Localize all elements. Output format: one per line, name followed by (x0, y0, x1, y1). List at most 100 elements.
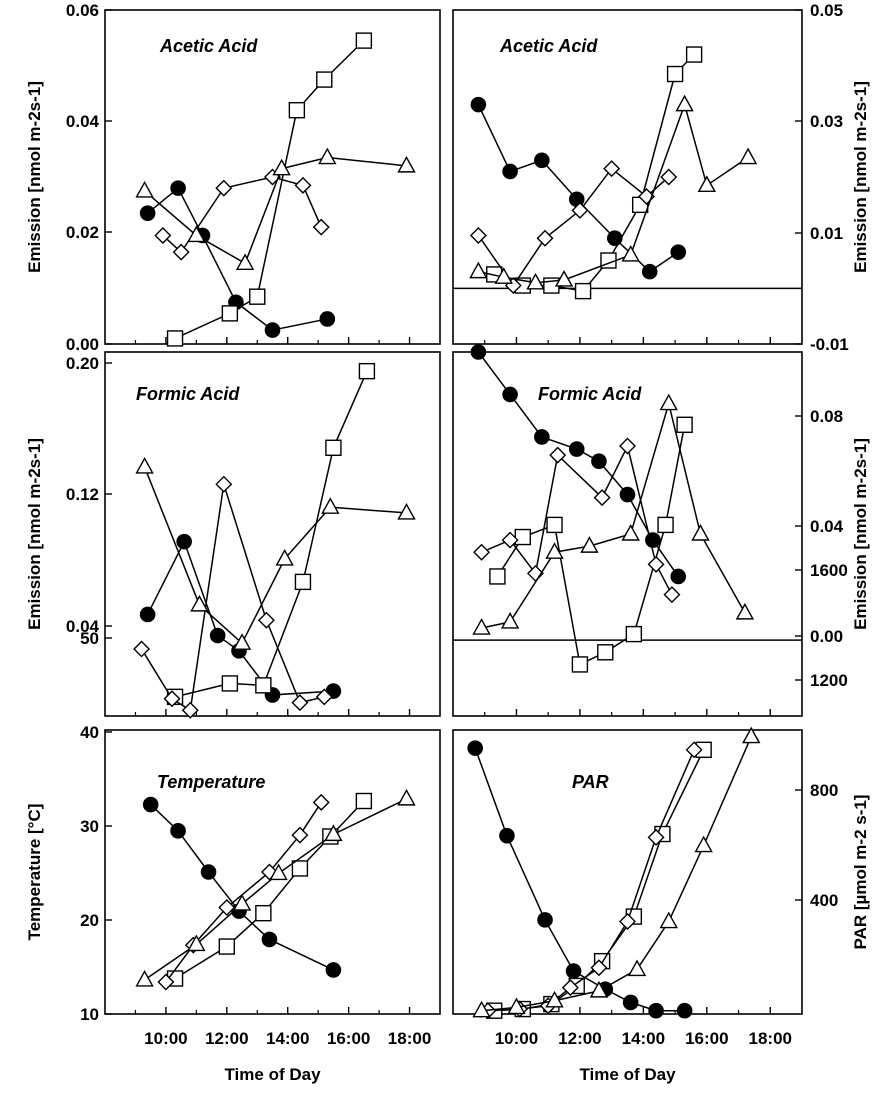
triangle-marker (545, 542, 564, 559)
circle-marker (261, 931, 278, 948)
triangle-marker (507, 997, 526, 1015)
x-tick-label: 16:00 (685, 1029, 728, 1048)
diamond-marker (157, 973, 175, 991)
panel-frame (104, 729, 441, 1015)
series-square-open (166, 792, 373, 987)
circle-marker (568, 441, 585, 457)
circle-marker (534, 152, 550, 169)
y-axis-label-right-acetic: Emission [nmol m-2s-1] (851, 81, 870, 273)
series-square-open (166, 362, 376, 706)
panel-2: -0.01 0.01 0.03 0.05 Acetic Acid (452, 1, 849, 354)
y-tick-label: 0.03 (810, 112, 843, 131)
triangle-marker (318, 147, 337, 165)
panel-frame (452, 729, 803, 1015)
triangle-marker (397, 155, 416, 173)
panel-4: 0.00 0.04 0.08 Formic Acid (452, 344, 844, 717)
panel-frame (452, 9, 803, 345)
y-tick-label: 0.05 (810, 1, 843, 20)
circle-marker (139, 606, 156, 623)
triangle-marker (232, 633, 252, 650)
circle-marker (200, 864, 217, 880)
panel-5: 10 20 30 40 50 10:00 12:00 14:00 16:00 18:00 Tempe… (80, 629, 441, 1084)
triangle-marker (742, 726, 761, 744)
series-square-open (166, 32, 373, 347)
circle-marker (648, 1002, 664, 1019)
y-tick-label: -0.01 (810, 335, 849, 354)
triangle-marker (659, 911, 678, 929)
circle-marker (319, 311, 336, 327)
y-axis-label-right-formic: Emission [nmol m-2s-1] (851, 438, 870, 630)
y-tick-label: 0.20 (66, 354, 99, 373)
panel-title: Formic Acid (136, 384, 240, 404)
diamond-marker (133, 640, 151, 658)
diamond-marker (619, 437, 636, 455)
triangle-marker (135, 969, 154, 987)
circle-marker (645, 532, 661, 548)
series-line (481, 736, 752, 1012)
series-line (174, 40, 365, 340)
y-tick-label: 800 (810, 781, 838, 800)
panel-frame (104, 9, 441, 345)
triangle-marker (691, 524, 710, 541)
diamond-marker (291, 826, 309, 844)
diamond-marker (561, 979, 579, 997)
square-marker (657, 516, 674, 534)
panel-title: PAR (572, 772, 609, 792)
square-marker (514, 528, 531, 546)
square-marker (574, 282, 592, 300)
y-tick-label: 400 (810, 891, 838, 910)
circle-marker (534, 429, 550, 445)
series-circle-filled (470, 96, 687, 280)
diamond-marker (291, 694, 309, 712)
y-axis-label-par: PAR [µmol m-2 s-1] (851, 795, 870, 950)
x-axis-label: Time of Day (579, 1065, 676, 1084)
y-tick-label: 0.00 (66, 335, 99, 354)
diamond-marker (663, 586, 681, 604)
y-tick-label: 50 (80, 629, 99, 648)
triangle-marker (735, 602, 755, 620)
square-marker (218, 938, 236, 955)
series-circle-filled (467, 740, 693, 1019)
y-tick-label: 0.06 (66, 1, 99, 20)
circle-marker (502, 163, 518, 180)
circle-marker (467, 740, 484, 756)
circle-marker (676, 1002, 693, 1019)
diamond-marker (163, 690, 181, 708)
triangle-marker (397, 502, 416, 520)
series-diamond-open (157, 793, 330, 991)
triangle-marker (324, 824, 343, 842)
triangle-marker (589, 980, 609, 998)
diamond-marker (685, 741, 703, 759)
circle-marker (641, 263, 658, 280)
panel-frame (452, 351, 803, 717)
panel-title: Formic Acid (538, 384, 642, 404)
triangle-marker (190, 594, 209, 612)
series-square-open (489, 416, 693, 673)
square-marker (221, 675, 239, 692)
circle-marker (170, 180, 186, 196)
diamond-marker (181, 701, 199, 719)
series-triangle-open (469, 94, 758, 290)
diamond-marker (218, 899, 236, 916)
square-marker (355, 32, 373, 49)
series-line (174, 800, 365, 980)
diamond-marker (315, 688, 333, 706)
square-marker (255, 904, 272, 922)
y-tick-label: 0.02 (66, 223, 99, 242)
triangle-marker (321, 497, 340, 514)
triangle-marker (545, 990, 564, 1008)
triangle-marker (621, 244, 640, 262)
circle-marker (470, 96, 487, 113)
panel-6: 400 800 1200 1600 10:00 12:00 14:00 16:00 18:00 P… (452, 561, 848, 1084)
x-axis-label: Time of Day (224, 1065, 321, 1084)
x-tick-label: 12:00 (558, 1029, 601, 1048)
diamond-marker (647, 828, 665, 846)
series-line (493, 54, 695, 292)
square-marker (597, 644, 614, 661)
circle-marker (502, 386, 518, 403)
square-marker (291, 860, 309, 877)
triangle-marker (469, 261, 488, 279)
y-tick-label: 1200 (810, 671, 848, 690)
circle-marker (176, 533, 192, 550)
